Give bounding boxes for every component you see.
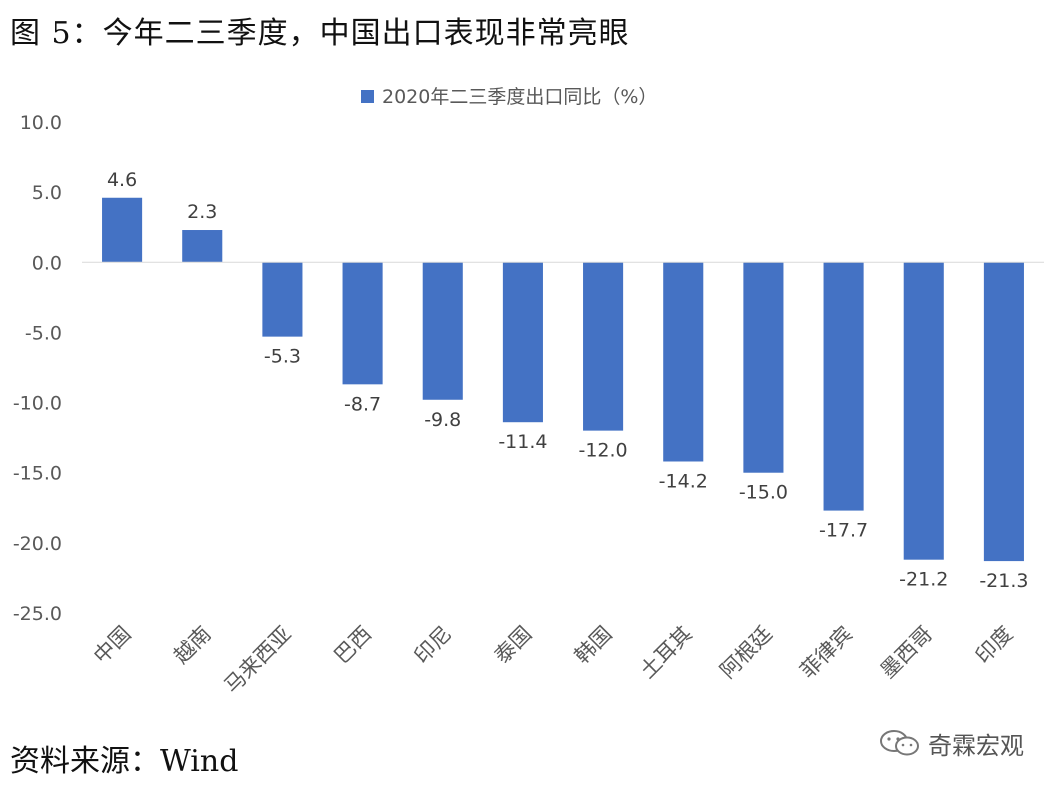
y-tick-label: -25.0 <box>13 603 62 625</box>
x-tick-label: 韩国 <box>570 622 617 669</box>
bar <box>663 262 704 462</box>
watermark: 奇霖宏观 <box>878 726 1024 760</box>
bar <box>422 262 463 400</box>
bar <box>903 262 944 560</box>
bar <box>583 262 624 431</box>
legend-swatch <box>361 90 374 103</box>
data-label: -15.0 <box>739 482 788 504</box>
bar <box>262 262 303 337</box>
x-tick-label: 墨西哥 <box>876 622 938 684</box>
bar <box>182 230 223 263</box>
bars <box>102 197 1024 562</box>
bar <box>102 197 143 263</box>
x-tick-label: 土耳其 <box>635 622 697 684</box>
figure-title: 图 5：今年二三季度，中国出口表现非常亮眼 <box>10 16 630 51</box>
bar <box>342 262 383 385</box>
y-tick-label: -15.0 <box>13 463 62 485</box>
bar <box>983 262 1024 562</box>
x-tick-label: 菲律宾 <box>796 622 858 684</box>
x-tick-label: 越南 <box>169 622 216 669</box>
x-axis: 中国 越南 马来西亚 巴西 印尼 泰国 韩国 土耳其 阿根廷 菲律宾 墨西哥 印度 <box>89 622 1018 698</box>
x-tick-label: 印尼 <box>410 622 457 669</box>
data-label: -8.7 <box>344 393 381 415</box>
data-label: -12.0 <box>578 440 627 462</box>
legend-label: 2020年二三季度出口同比（%） <box>382 86 657 108</box>
data-label: -14.2 <box>659 470 708 492</box>
x-tick-label: 阿根廷 <box>715 622 777 684</box>
data-label: 4.6 <box>107 169 137 191</box>
x-tick-label: 泰国 <box>490 622 537 669</box>
chart-legend: 2020年二三季度出口同比（%） <box>361 86 657 108</box>
x-tick-label: 印度 <box>971 622 1018 669</box>
wechat-icon <box>880 730 919 756</box>
bar-chart: 2020年二三季度出口同比（%） 10.0 5.0 0.0 -5.0 -10.0 -15.… <box>13 86 1044 698</box>
data-label: -11.4 <box>498 431 547 453</box>
bar <box>502 262 543 423</box>
y-tick-label: -5.0 <box>25 322 62 344</box>
y-tick-label: 5.0 <box>32 182 62 204</box>
y-tick-label: -10.0 <box>13 393 62 415</box>
y-axis: 10.0 5.0 0.0 -5.0 -10.0 -15.0 -20.0 -25.0 <box>13 112 62 625</box>
y-tick-label: -20.0 <box>13 533 62 555</box>
data-label: -17.7 <box>819 520 868 542</box>
x-tick-label: 马来西亚 <box>220 622 296 698</box>
data-label: 2.3 <box>187 201 217 223</box>
x-tick-label: 中国 <box>89 622 136 669</box>
x-tick-label: 巴西 <box>329 622 376 669</box>
watermark-text: 奇霖宏观 <box>928 731 1024 760</box>
bar <box>823 262 864 511</box>
data-label: -21.3 <box>979 570 1028 592</box>
data-label: -21.2 <box>899 569 948 591</box>
source-note: 资料来源：Wind <box>10 744 239 779</box>
y-tick-label: 0.0 <box>32 252 62 274</box>
data-label: -9.8 <box>424 409 461 431</box>
data-labels: 4.6 2.3 -5.3 -8.7 -9.8 -11.4 -12.0 -14.2 -15.0 -1… <box>107 169 1029 592</box>
data-label: -5.3 <box>264 346 301 368</box>
bar <box>743 262 784 473</box>
y-tick-label: 10.0 <box>20 112 62 134</box>
